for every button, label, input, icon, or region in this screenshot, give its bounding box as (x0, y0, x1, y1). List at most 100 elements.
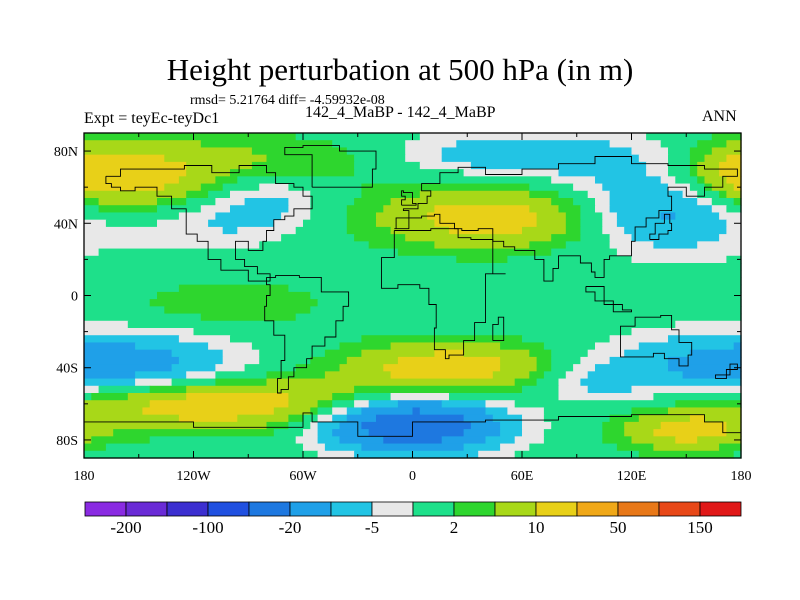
contour-cell (84, 205, 100, 214)
contour-cell (376, 219, 435, 228)
contour-cell (339, 342, 392, 351)
contour-cell (332, 407, 348, 416)
contour-cell (397, 356, 501, 365)
coastline (620, 314, 693, 367)
contour-cell (84, 364, 173, 372)
contour-cell (186, 198, 216, 206)
contour-cell (587, 349, 625, 358)
contour-cell (317, 421, 341, 430)
colorbar-swatch (289, 501, 332, 517)
contour-cell (405, 140, 457, 149)
y-tick-label: 0 (71, 290, 78, 305)
contour-cell (361, 183, 530, 192)
contour-cell (84, 313, 202, 322)
contour-cell (668, 335, 742, 344)
coastline (492, 316, 505, 342)
contour-cell (354, 450, 479, 459)
contour-cell (317, 450, 355, 459)
contour-cell (529, 371, 545, 380)
contour-cell (390, 393, 450, 401)
contour-cell (361, 407, 414, 416)
contour-cell (500, 364, 538, 372)
contour-cell (84, 140, 202, 149)
contour-cell (536, 212, 567, 221)
contour-cell (478, 450, 516, 459)
contour-cell (310, 356, 348, 365)
contour-cell (397, 248, 552, 257)
contour-cell (98, 205, 158, 214)
contour-cell (711, 198, 735, 206)
contour-cell (558, 190, 589, 199)
contour-cell (456, 255, 508, 264)
contour-cell (624, 226, 727, 235)
contour-cell (500, 342, 545, 351)
contour-cell (222, 226, 238, 235)
contour-cell (704, 154, 727, 163)
contour-cell (281, 234, 355, 242)
contour-cell (376, 212, 428, 221)
contour-cell (149, 385, 187, 394)
contour-cell (500, 421, 523, 430)
contour-cell (565, 212, 581, 221)
contour-cell (602, 436, 633, 445)
contour-cell (631, 147, 669, 156)
colorbar-swatch (248, 501, 291, 517)
contour-cell (668, 147, 691, 156)
contour-cell (551, 364, 574, 372)
contour-cell (113, 429, 275, 437)
contour-cell (609, 356, 669, 365)
contour-cell (609, 140, 662, 149)
contour-cell (84, 443, 107, 452)
contour-cell (660, 212, 676, 221)
contour-cell (609, 414, 640, 423)
colorbar-swatch (412, 501, 455, 517)
contour-cell (587, 371, 684, 380)
contour-cell (711, 133, 742, 141)
contour-cell (660, 140, 698, 149)
contour-cell (368, 429, 465, 437)
contour-cell (383, 364, 501, 372)
experiment-label: Expt = teyEc-teyDc1 (84, 110, 220, 127)
contour-cell (295, 313, 742, 322)
contour-cell (441, 154, 640, 163)
contour-cell (668, 169, 691, 177)
contour-cell (135, 371, 187, 380)
contour-cell (580, 212, 603, 221)
contour-cell (689, 169, 698, 177)
contour-cell (441, 147, 633, 156)
contour-cell (719, 234, 742, 242)
contour-cell (668, 407, 742, 416)
contour-cell (84, 291, 158, 300)
y-tick-label: 80N (54, 145, 78, 160)
contour-cell (324, 371, 392, 380)
contour-cell (492, 414, 523, 423)
contour-cell (266, 371, 326, 380)
contour-cell (449, 393, 560, 401)
contour-cell (84, 342, 136, 351)
colorbar-swatch (535, 501, 578, 517)
contour-cell (405, 154, 443, 163)
contour-cell (602, 429, 625, 437)
contour-cell (84, 198, 100, 206)
colorbar-swatch (576, 501, 619, 517)
contour-cell (193, 328, 633, 336)
contour-cell (682, 371, 742, 380)
contour-cell (368, 241, 435, 250)
chart-title: Height perturbation at 500 hPa (in m) (166, 52, 634, 87)
contour-cell (697, 436, 742, 445)
colorbar-label: -100 (192, 518, 223, 537)
contour-cell (660, 421, 727, 430)
contour-cell (536, 219, 567, 228)
contour-cell (631, 328, 742, 336)
contour-cell (595, 176, 662, 185)
contour-cell (573, 183, 603, 192)
contour-cell (529, 183, 574, 192)
contour-cell (200, 183, 224, 192)
contour-cell (149, 436, 297, 445)
contour-cell (361, 421, 472, 430)
contour-cell (390, 198, 552, 206)
contour-cell (558, 393, 654, 401)
x-tick-label: 180 (74, 469, 95, 484)
contour-cell (405, 234, 552, 242)
contour-cell (84, 147, 253, 156)
